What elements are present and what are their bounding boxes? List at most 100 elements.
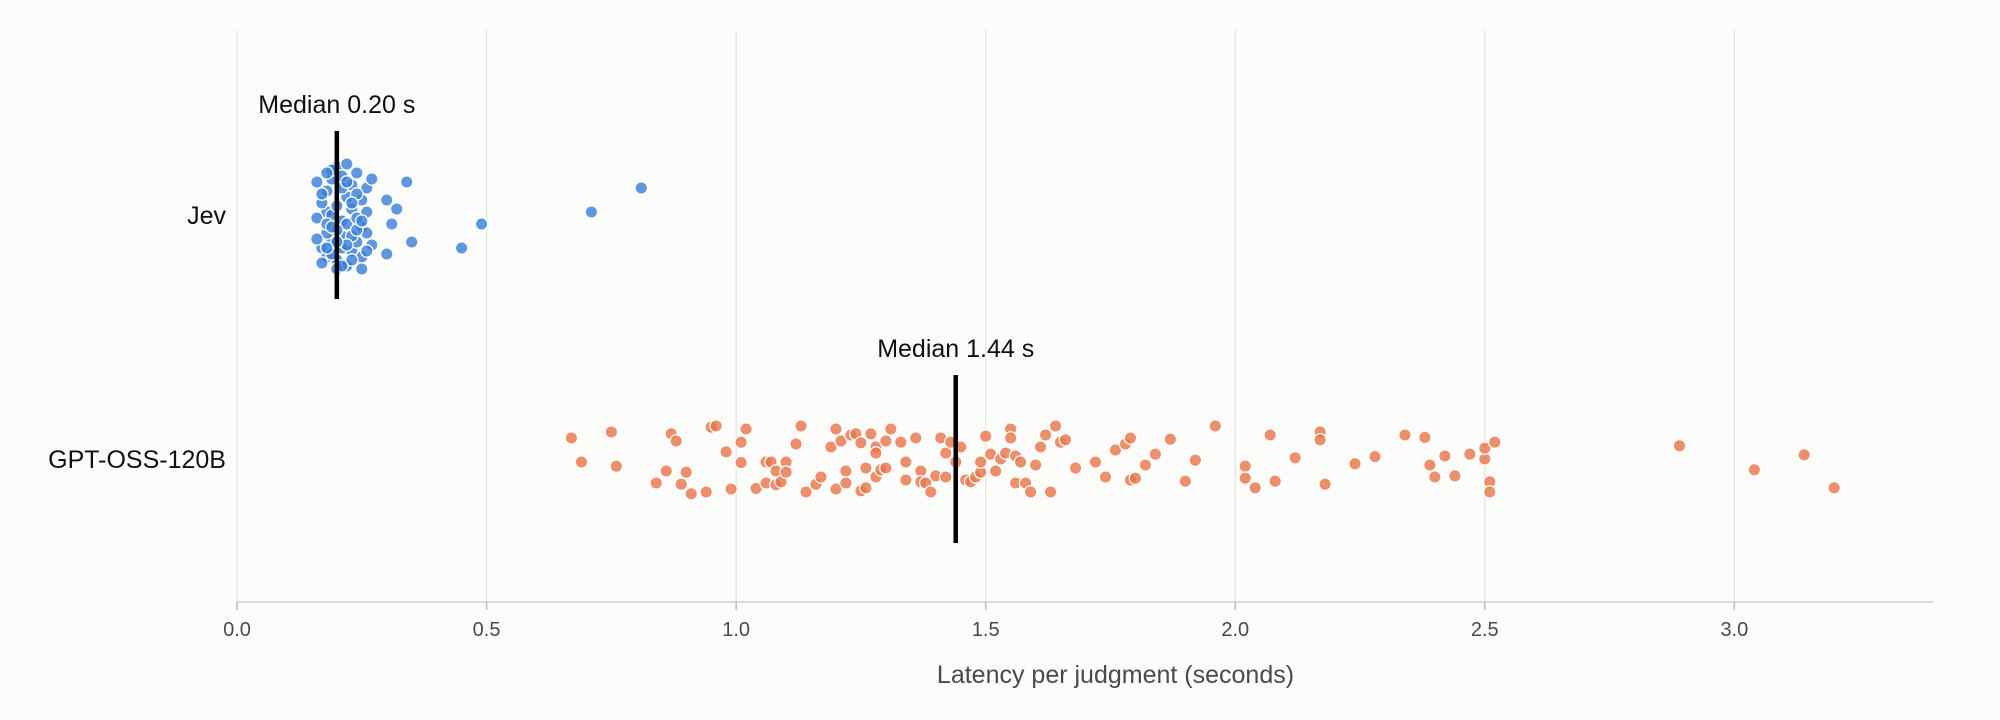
data-point [893, 435, 908, 450]
data-point [604, 425, 619, 439]
data-point [699, 485, 714, 499]
data-point [574, 455, 589, 469]
data-point [1238, 459, 1253, 474]
x-tick-labels: 0.0 0.5 1.0 1.5 2.0 2.5 3.0 [223, 602, 1748, 641]
data-point [923, 485, 938, 499]
data-point [854, 435, 868, 450]
data-point [883, 422, 898, 436]
category-labels: Jev GPT-OSS-120B [48, 202, 226, 474]
data-point [384, 217, 399, 231]
data-point [379, 193, 394, 207]
data-point [779, 465, 793, 480]
data-point [354, 214, 369, 228]
data-point [1827, 480, 1842, 495]
data-point [1043, 485, 1058, 499]
data-point [1447, 468, 1462, 483]
data-point [310, 232, 324, 246]
data-point [1058, 432, 1073, 447]
data-point [310, 211, 324, 225]
data-point [908, 431, 923, 445]
data-point [1088, 455, 1103, 469]
data-point [978, 429, 993, 444]
data-point [1268, 474, 1283, 489]
data-point [869, 446, 883, 460]
data-point [314, 187, 329, 201]
data-point [829, 422, 843, 436]
x-tick-label: 3.0 [1720, 619, 1748, 641]
data-point [1487, 435, 1502, 450]
data-point [1188, 453, 1203, 468]
data-point [359, 244, 374, 258]
data-point [1208, 419, 1223, 433]
data-point [1423, 458, 1437, 472]
data-point [354, 262, 369, 276]
data-point [1482, 485, 1497, 499]
data-point [839, 464, 853, 478]
data-points [310, 157, 1842, 501]
data-point [319, 166, 334, 180]
data-point [379, 247, 394, 261]
data-point [709, 419, 724, 433]
data-point [859, 480, 873, 495]
data-point [344, 253, 359, 267]
data-point [734, 455, 748, 470]
data-point [898, 473, 913, 487]
data-point [719, 444, 733, 459]
data-point [814, 470, 828, 484]
data-point [1318, 477, 1332, 492]
data-point [1108, 443, 1123, 457]
data-point [669, 434, 684, 448]
data-point [1418, 430, 1432, 445]
data-point [1313, 432, 1327, 447]
x-tick-label: 0.5 [473, 619, 501, 641]
data-point [1428, 470, 1442, 484]
data-point [1048, 419, 1063, 433]
data-point [679, 465, 694, 480]
data-point [1462, 447, 1477, 462]
data-point [898, 455, 913, 469]
data-point [834, 434, 848, 448]
data-point [1068, 461, 1083, 475]
data-point [824, 440, 838, 454]
data-point [339, 217, 354, 231]
data-point [310, 175, 324, 189]
x-tick-label: 1.5 [972, 619, 1000, 641]
median-label: Median 1.44 s [877, 335, 1034, 363]
data-point [879, 461, 893, 475]
data-point [1238, 471, 1253, 486]
data-point [1747, 462, 1762, 477]
data-point [1288, 450, 1302, 465]
data-point [1013, 455, 1028, 469]
data-point [1797, 447, 1812, 462]
data-point [674, 477, 689, 492]
data-point [364, 172, 379, 186]
data-point [1148, 447, 1163, 462]
data-point [404, 235, 419, 249]
data-point [634, 181, 649, 195]
data-point [314, 256, 329, 270]
data-point [1477, 441, 1492, 456]
data-point [1672, 438, 1687, 453]
x-tick-label: 2.0 [1221, 619, 1249, 641]
gridlines [236, 30, 1735, 602]
data-point [454, 241, 469, 255]
median-markers: Median 0.20 s Median 1.44 s [258, 91, 1034, 543]
data-point [864, 426, 878, 441]
data-point [1123, 431, 1138, 445]
data-point [724, 482, 738, 496]
x-tick-label: 1.0 [722, 619, 750, 641]
x-tick-label: 0.0 [223, 619, 251, 641]
data-point [938, 470, 953, 484]
data-point [1128, 471, 1143, 486]
data-point [1248, 480, 1263, 495]
data-point [829, 482, 843, 496]
data-point [389, 202, 404, 216]
data-point [1348, 456, 1362, 471]
x-tick-label: 2.5 [1471, 619, 1499, 641]
data-point [1028, 458, 1043, 472]
median-label: Median 0.20 s [258, 91, 415, 119]
data-point [1023, 485, 1038, 499]
category-label: GPT-OSS-120B [48, 446, 226, 474]
data-point [799, 485, 813, 499]
